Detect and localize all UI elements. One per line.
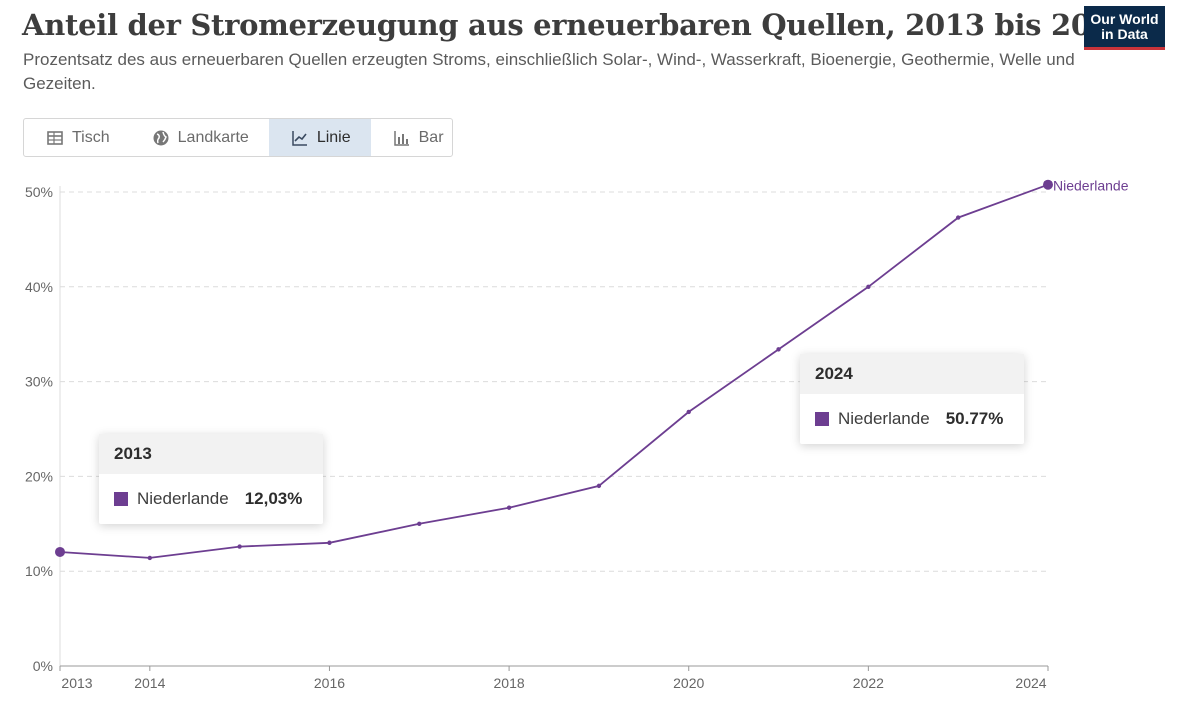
globe-icon [152, 129, 170, 147]
legend-swatch [815, 412, 829, 426]
y-tick-label: 50% [25, 184, 53, 200]
tooltip-value: 50.77% [945, 409, 1004, 428]
x-tick-label: 2013 [61, 675, 92, 691]
x-tick-label: 2022 [853, 675, 884, 691]
y-tick-label: 30% [25, 374, 53, 390]
tooltip-row: Niederlande 50.77% [800, 394, 1024, 444]
x-tick-label: 2024 [1015, 675, 1046, 691]
y-tick-label: 40% [25, 279, 53, 295]
tab-line[interactable]: Linie [268, 119, 371, 156]
series-line [59, 183, 1049, 559]
x-tick-label: 2016 [314, 675, 345, 691]
tab-map[interactable]: Landkarte [130, 119, 269, 156]
data-point [955, 215, 961, 220]
data-point [506, 505, 512, 510]
line-chart-icon [291, 129, 309, 147]
data-point [327, 540, 332, 545]
y-tick-label: 20% [25, 468, 53, 484]
chart-title: Anteil der Stromerzeugung aus erneuerbar… [22, 8, 1131, 42]
data-point [55, 546, 65, 557]
tooltip-entity: Niederlande [137, 489, 229, 508]
tooltip-entity: Niederlande [838, 409, 930, 428]
tab-bar[interactable]: Bar [371, 119, 464, 156]
data-point [147, 555, 153, 561]
x-tick-label: 2018 [494, 675, 525, 691]
bar-chart-icon [393, 129, 411, 147]
y-tick-label: 0% [33, 658, 53, 674]
data-point [417, 521, 422, 526]
table-icon [46, 129, 64, 147]
data-point [1043, 179, 1053, 190]
data-point [237, 544, 242, 549]
y-tick-label: 10% [25, 563, 53, 579]
logo-line-2: in Data [1101, 26, 1148, 42]
data-point [866, 284, 871, 289]
chart-view-tabs: Tisch Landkarte Linie Bar [23, 118, 453, 157]
tab-map-label: Landkarte [177, 128, 249, 146]
data-point [596, 483, 602, 489]
logo-line-1: Our World [1090, 11, 1159, 27]
tooltip-2024: 2024 Niederlande 50.77% [800, 354, 1024, 444]
legend-swatch [114, 492, 128, 506]
tooltip-2013: 2013 Niederlande 12,03% [99, 434, 323, 524]
tooltip-row: Niederlande 12,03% [99, 474, 323, 524]
tab-table[interactable]: Tisch [24, 119, 130, 156]
series-label: Niederlande [1053, 178, 1129, 194]
tooltip-value: 12,03% [244, 489, 303, 508]
tooltip-year: 2024 [800, 354, 1024, 394]
data-point [686, 409, 691, 415]
data-point [776, 347, 781, 352]
x-tick-label: 2020 [673, 675, 704, 691]
owid-logo[interactable]: Our World in Data [1084, 6, 1165, 50]
tooltip-year: 2013 [99, 434, 323, 474]
tab-bar-label: Bar [418, 128, 444, 146]
chart-subtitle: Prozentsatz des aus erneuerbaren Quellen… [23, 50, 1075, 93]
tab-line-label: Linie [316, 128, 351, 146]
tab-table-label: Tisch [72, 128, 110, 146]
x-tick-label: 2014 [134, 675, 165, 691]
